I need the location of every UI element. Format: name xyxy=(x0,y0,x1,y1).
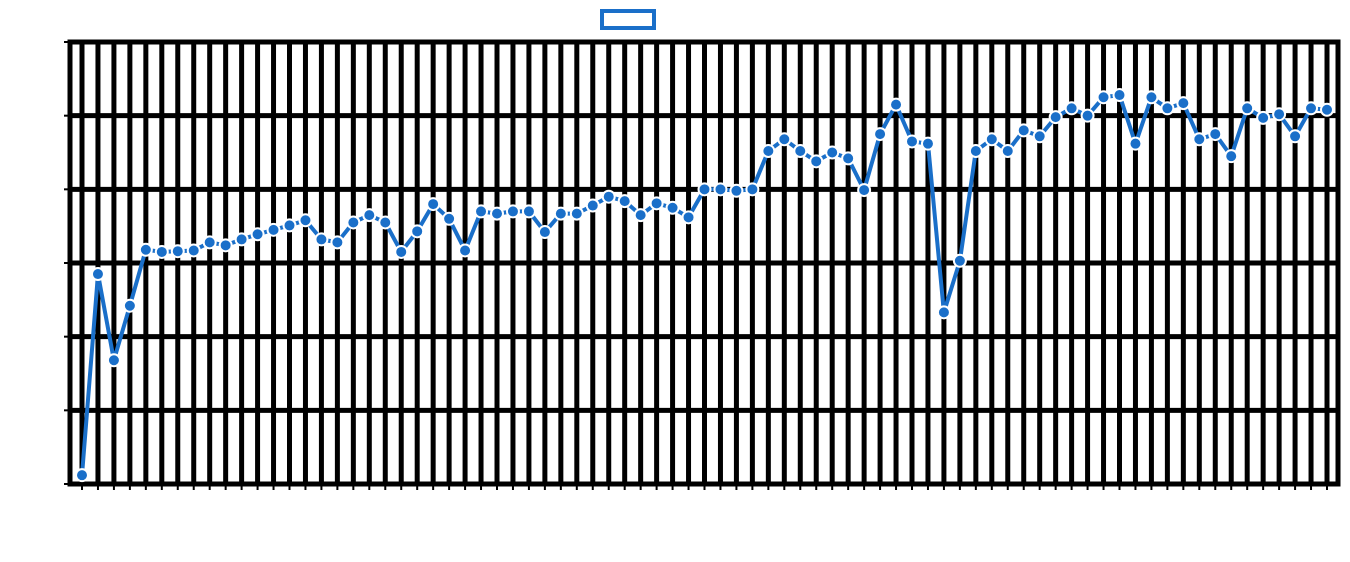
data-point xyxy=(1096,90,1111,105)
data-point xyxy=(984,132,999,147)
data-point xyxy=(968,144,983,159)
data-point xyxy=(138,242,153,257)
data-point xyxy=(1080,108,1095,123)
data-point xyxy=(1320,102,1334,117)
grid xyxy=(67,39,1341,487)
data-point xyxy=(234,232,249,247)
data-point xyxy=(585,198,600,213)
data-point xyxy=(1032,129,1047,144)
data-point xyxy=(521,204,536,219)
data-point xyxy=(362,208,377,223)
data-point xyxy=(490,206,504,221)
data-point xyxy=(681,210,696,225)
data-point xyxy=(1000,144,1015,159)
data-point xyxy=(202,235,217,250)
data-point xyxy=(1192,132,1207,147)
data-point xyxy=(537,225,552,240)
data-point xyxy=(793,144,808,159)
data-point xyxy=(857,183,872,198)
data-point xyxy=(1128,136,1143,151)
data-point xyxy=(1256,110,1271,125)
data-point xyxy=(633,208,648,223)
data-point xyxy=(553,206,568,221)
data-point xyxy=(1144,90,1159,105)
data-point xyxy=(122,298,137,313)
data-point xyxy=(905,134,919,149)
data-point xyxy=(873,127,888,142)
data-point xyxy=(186,243,201,258)
series xyxy=(75,88,1334,483)
x-axis-ticks xyxy=(81,484,1328,490)
data-point xyxy=(298,213,313,228)
data-point xyxy=(601,189,616,204)
data-point xyxy=(569,206,584,221)
data-point xyxy=(90,267,105,282)
data-point xyxy=(713,182,728,197)
data-point xyxy=(889,97,904,112)
data-point xyxy=(458,243,473,258)
data-point xyxy=(1288,129,1303,144)
data-point xyxy=(474,204,489,219)
data-point xyxy=(75,468,89,483)
data-point xyxy=(266,222,281,237)
data-point xyxy=(1160,101,1175,116)
data-point xyxy=(761,144,776,159)
data-point xyxy=(1304,101,1319,116)
data-point xyxy=(170,244,185,259)
data-point xyxy=(505,204,520,219)
data-point xyxy=(218,238,233,253)
data-point xyxy=(378,215,393,230)
data-point xyxy=(154,244,169,259)
data-point xyxy=(410,224,425,239)
data-point xyxy=(729,183,744,198)
data-point xyxy=(282,218,297,233)
data-point xyxy=(1112,88,1127,103)
data-point xyxy=(1048,110,1063,125)
data-point xyxy=(1064,101,1079,116)
data-point xyxy=(1016,123,1031,138)
data-point xyxy=(617,194,632,209)
data-point xyxy=(697,182,712,197)
data-point xyxy=(809,154,824,169)
data-point xyxy=(665,200,680,215)
data-point xyxy=(649,196,664,211)
data-point xyxy=(106,353,121,368)
data-point xyxy=(1176,96,1191,111)
data-point xyxy=(1240,101,1255,116)
data-point xyxy=(825,145,840,160)
legend xyxy=(600,9,656,30)
data-point xyxy=(1208,127,1223,142)
y-axis-ticks xyxy=(64,41,70,485)
data-point xyxy=(777,132,792,147)
data-point xyxy=(442,211,457,226)
data-point xyxy=(745,182,760,197)
data-point xyxy=(426,197,441,212)
data-point xyxy=(1224,149,1239,164)
data-point xyxy=(841,151,856,166)
data-point xyxy=(250,227,265,242)
data-point xyxy=(314,232,329,247)
data-point xyxy=(952,253,967,268)
data-point xyxy=(346,215,361,230)
data-point xyxy=(920,136,935,151)
data-point xyxy=(1272,107,1287,122)
data-point xyxy=(394,244,409,259)
data-point xyxy=(330,235,345,250)
legend-swatch xyxy=(600,9,656,30)
data-point xyxy=(936,305,951,320)
